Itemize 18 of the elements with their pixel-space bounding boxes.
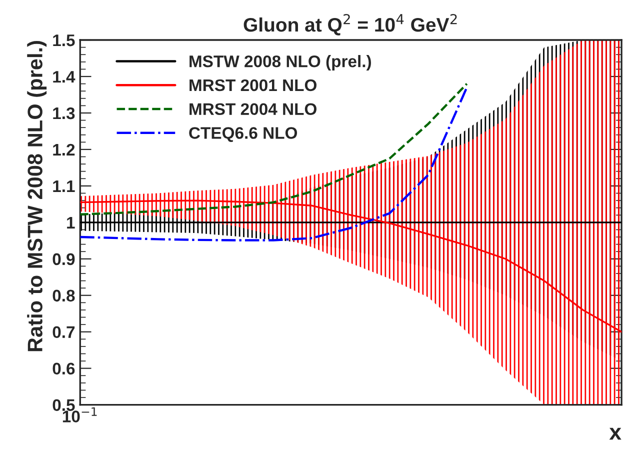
y-tick-label: 1 <box>67 216 75 228</box>
line-series <box>80 200 622 333</box>
y-tick-label: 1.2 <box>53 144 75 156</box>
x-axis-title: x <box>609 428 622 440</box>
legend-label: MSTW 2008 NLO (prel.) <box>190 55 371 71</box>
y-tick-label: 0.7 <box>52 326 75 338</box>
y-tick-label: 0.9 <box>52 253 75 266</box>
y-tick-label: 1.4 <box>53 71 76 83</box>
y-axis-title: Ratio to MSTW 2008 NLO (prel.) <box>27 41 47 352</box>
y-tick-label: 1.3 <box>53 107 75 120</box>
legend-label: CTEQ6.6 NLO <box>189 127 298 142</box>
y-tick-label: 0.8 <box>52 290 75 302</box>
legend-label: MRST 2004 NLO <box>190 103 316 115</box>
chart-title: Gluon at Q$^{2}$ = 10$^{4}$ GeV$^{2}$ <box>244 14 457 36</box>
y-tick-label: 0.6 <box>52 362 75 375</box>
y-tick-label: 1.5 <box>53 34 75 46</box>
legend-label: MRST 2001 NLO <box>190 79 316 92</box>
y-tick-label: 1.1 <box>53 180 75 192</box>
